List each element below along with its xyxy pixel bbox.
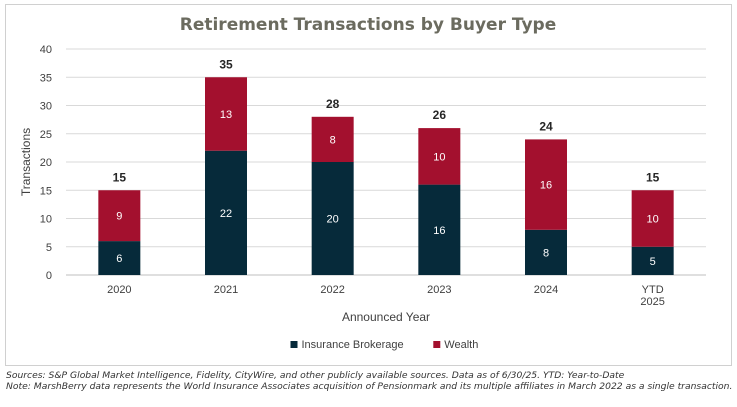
segment-value-label: 20 [327, 214, 339, 226]
sources-footnote: Sources: S&P Global Market Intelligence,… [6, 370, 625, 381]
total-value-label: 15 [646, 170, 660, 184]
legend-label: Wealth [444, 339, 478, 351]
y-tick-label: 5 [46, 242, 52, 254]
segment-value-label: 22 [220, 208, 232, 220]
y-tick-label: 20 [40, 157, 52, 169]
bar-segment-insurance-brokerage [631, 246, 674, 275]
y-tick-label: 40 [40, 44, 52, 56]
x-tick-label: 2024 [534, 284, 558, 296]
segment-value-label: 10 [433, 151, 445, 163]
y-tick-label: 25 [40, 129, 52, 141]
bar-segment-insurance-brokerage [418, 184, 461, 275]
bar-segment-wealth [418, 128, 461, 185]
segment-value-label: 8 [543, 247, 549, 259]
x-tick-label: 2022 [320, 284, 344, 296]
bar-segment-wealth [631, 190, 674, 247]
y-tick-label: 30 [40, 101, 52, 113]
x-tick-label: 2020 [107, 284, 131, 296]
bar-segment-wealth [98, 190, 141, 242]
x-tick-label: YTD [642, 284, 664, 296]
segment-value-label: 13 [220, 109, 232, 121]
segment-value-label: 5 [650, 256, 656, 268]
legend-swatch [290, 341, 298, 348]
y-tick-label: 0 [46, 270, 52, 282]
bar-segment-wealth [525, 139, 567, 230]
bar-segment-insurance-brokerage [98, 241, 141, 275]
segment-value-label: 10 [647, 214, 659, 226]
segment-value-label: 8 [330, 134, 336, 146]
x-axis-label: Announced Year [342, 310, 430, 324]
bar-segment-wealth [205, 77, 247, 151]
segment-value-label: 16 [433, 225, 445, 237]
segment-value-label: 16 [540, 180, 552, 192]
total-value-label: 15 [113, 170, 127, 184]
y-tick-label: 10 [40, 214, 52, 226]
segment-value-label: 9 [116, 211, 122, 223]
note-footnote: Note: MarshBerry data represents the Wor… [6, 381, 733, 392]
y-axis-label: Transactions [19, 128, 33, 196]
total-value-label: 26 [433, 108, 447, 122]
chart-title: Retirement Transactions by Buyer Type [180, 15, 557, 35]
bar-segment-insurance-brokerage [311, 162, 354, 275]
bar-segment-insurance-brokerage [525, 229, 567, 275]
y-tick-label: 35 [40, 72, 52, 84]
chart-frame: Retirement Transactions by Buyer Type 0 5 1… [5, 4, 732, 366]
x-tick-label: 2025 [640, 296, 664, 308]
total-value-label: 28 [326, 97, 340, 111]
total-value-label: 35 [219, 57, 233, 71]
legend-label: Insurance Brokerage [302, 339, 404, 351]
segment-value-label: 6 [116, 253, 122, 265]
total-value-label: 24 [539, 119, 553, 133]
y-tick-label: 15 [40, 185, 52, 197]
bar-segment-insurance-brokerage [205, 150, 247, 275]
x-tick-label: 2023 [427, 284, 451, 296]
x-tick-label: 2021 [214, 284, 238, 296]
legend-swatch [433, 341, 441, 348]
stacked-bar-chart: Retirement Transactions by Buyer Type 0 5 1… [19, 15, 706, 351]
bar-segment-wealth [311, 116, 354, 162]
